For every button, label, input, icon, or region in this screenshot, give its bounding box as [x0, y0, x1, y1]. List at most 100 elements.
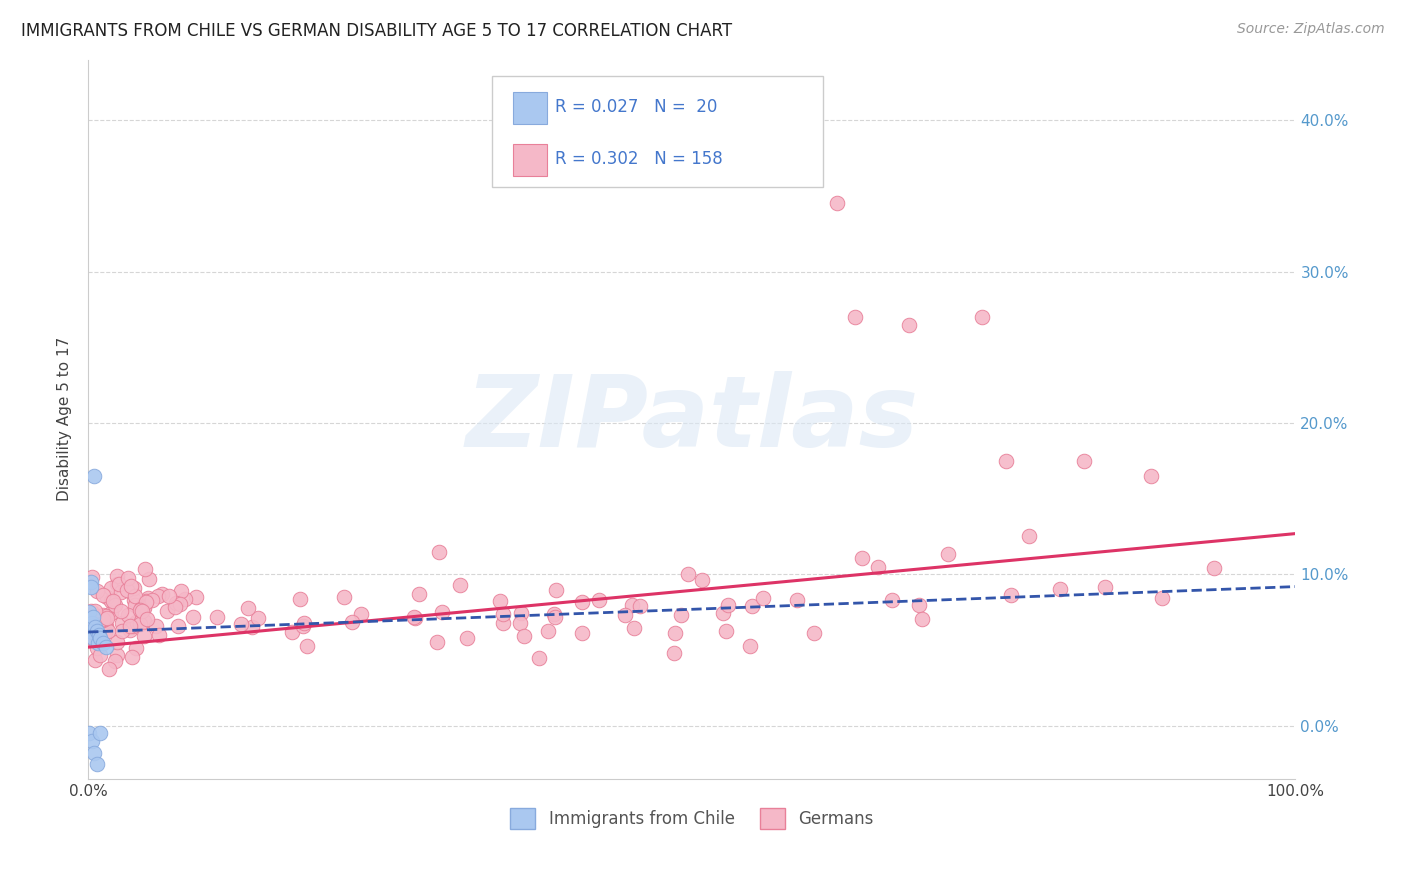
Point — [713, 606, 735, 620]
Point — [105, 569, 128, 583]
Point — [623, 621, 645, 635]
Point — [104, 598, 127, 612]
Point — [676, 566, 699, 581]
Point — [156, 604, 179, 618]
Point — [134, 601, 156, 615]
Point — [173, 591, 195, 606]
Point — [120, 578, 142, 592]
Point — [125, 615, 148, 629]
Point — [80, 570, 103, 584]
Point — [165, 599, 187, 614]
Point — [150, 587, 173, 601]
Point — [157, 590, 180, 604]
Point — [122, 581, 145, 595]
Point — [86, 584, 108, 599]
Point — [1000, 588, 1022, 602]
Point — [115, 582, 138, 597]
Point — [122, 592, 145, 607]
Point — [169, 597, 191, 611]
Point — [96, 611, 118, 625]
Point — [132, 629, 155, 643]
Point — [141, 593, 163, 607]
Point — [229, 616, 252, 631]
Point — [148, 628, 170, 642]
Point — [543, 607, 565, 621]
Point — [692, 573, 714, 587]
Point — [662, 646, 685, 660]
Point — [80, 734, 103, 748]
Point — [880, 592, 903, 607]
Point — [127, 616, 149, 631]
Point — [94, 624, 117, 639]
Point — [131, 604, 153, 618]
Point — [1018, 529, 1040, 543]
Point — [911, 612, 934, 626]
Point — [621, 598, 644, 612]
Point — [513, 629, 536, 643]
Point — [281, 624, 304, 639]
Point — [105, 648, 128, 662]
Point — [138, 572, 160, 586]
Point — [83, 653, 105, 667]
Point — [135, 595, 157, 609]
Point — [456, 631, 478, 645]
Point — [898, 318, 921, 332]
Point — [181, 610, 204, 624]
Point — [492, 615, 515, 630]
Point — [544, 609, 567, 624]
Point — [82, 610, 104, 624]
Point — [83, 746, 105, 760]
Point — [751, 591, 773, 606]
Point — [449, 578, 471, 592]
Point — [247, 611, 270, 625]
Point — [786, 593, 808, 607]
Point — [82, 631, 104, 645]
Point — [426, 635, 449, 649]
Point — [803, 626, 825, 640]
Point — [94, 618, 117, 632]
Point — [91, 613, 114, 627]
Point — [571, 626, 593, 640]
Point — [124, 640, 146, 655]
Point — [86, 756, 108, 771]
Point — [134, 614, 156, 628]
Point — [93, 616, 115, 631]
Point — [994, 454, 1017, 468]
Point — [537, 624, 560, 638]
Point — [1094, 580, 1116, 594]
Point — [86, 609, 108, 624]
Point — [628, 599, 651, 614]
Point — [145, 619, 167, 633]
Point — [89, 631, 111, 645]
Point — [489, 594, 512, 608]
Point — [91, 612, 114, 626]
Point — [90, 613, 112, 627]
Point — [740, 639, 762, 653]
Point — [96, 640, 118, 655]
Point — [80, 615, 103, 630]
Text: ZIPatlas: ZIPatlas — [465, 371, 918, 467]
Point — [128, 602, 150, 616]
Point — [110, 604, 132, 618]
Point — [122, 619, 145, 633]
Point — [124, 598, 146, 612]
Point — [100, 593, 122, 607]
Point — [205, 610, 228, 624]
Y-axis label: Disability Age 5 to 17: Disability Age 5 to 17 — [58, 337, 72, 501]
Point — [184, 590, 207, 604]
Point — [111, 624, 134, 638]
Point — [1049, 582, 1071, 596]
Point — [770, 151, 793, 165]
Point — [84, 620, 107, 634]
Point — [908, 598, 931, 612]
Point — [510, 607, 533, 621]
Point — [136, 591, 159, 606]
Point — [291, 619, 314, 633]
Point — [131, 600, 153, 615]
Point — [120, 623, 142, 637]
Point — [89, 726, 111, 740]
Point — [844, 310, 866, 324]
Point — [83, 633, 105, 648]
Point — [492, 607, 515, 622]
Point — [110, 585, 132, 599]
